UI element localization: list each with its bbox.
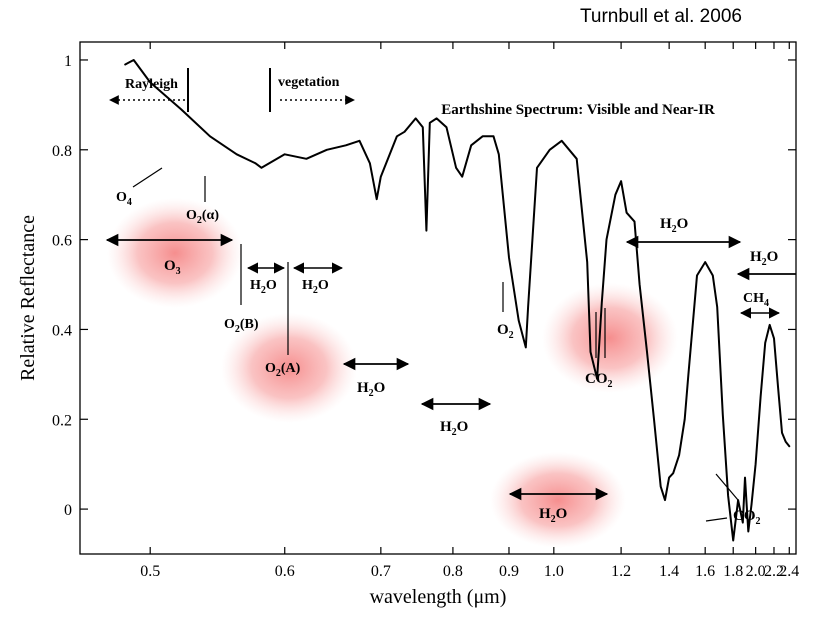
annotation-h2o-small-2: H2O xyxy=(302,278,329,296)
annotation-o2-alpha: O2(α) xyxy=(186,208,219,226)
x-tick-label: 0.6 xyxy=(275,563,295,580)
pointer-co2-20-b xyxy=(705,517,728,522)
annotation-vegetation: vegetation xyxy=(278,75,340,90)
x-tick-label: 0.7 xyxy=(371,563,391,580)
highlight-group xyxy=(107,198,678,548)
highlight-o3 xyxy=(107,198,243,308)
x-tick-label: 1.8 xyxy=(723,563,743,580)
x-tick-label: 1.0 xyxy=(544,563,564,580)
annotation-h2o-19: H2O xyxy=(660,216,688,235)
plot-frame xyxy=(79,41,797,555)
chart-title: Earthshine Spectrum: Visible and Near-IR xyxy=(441,102,715,118)
x-tick-label: 1.6 xyxy=(695,563,715,580)
annotation-h2o-113: H2O xyxy=(440,419,468,438)
x-tick-label: 0.8 xyxy=(443,563,463,580)
x-axis-title: wavelength (μm) xyxy=(370,586,507,608)
y-axis-title: Relative Reflectance xyxy=(17,215,39,381)
x-tick-label: 2.0 xyxy=(746,563,766,580)
annotation-co2-20: CO2 xyxy=(733,508,761,527)
annotation-rayleigh: Rayleigh xyxy=(125,77,178,92)
x-tick-label: 2.4 xyxy=(779,563,799,580)
x-tick-label: 1.4 xyxy=(659,563,679,580)
x-tick-label: 1.2 xyxy=(611,563,631,580)
x-axis-ticks: 0.5 0.6 0.7 0.8 0.9 1.0 1.2 1.4 1.6 1.8 2.02.22.4 xyxy=(140,42,799,580)
y-tick-label: 1 xyxy=(64,53,72,70)
y-tick-label: 0.2 xyxy=(52,412,72,429)
highlight-o2a xyxy=(221,313,357,423)
annotation-h2o-small-1: H2O xyxy=(250,278,277,296)
y-tick-label: 0 xyxy=(64,502,72,519)
annotation-h2o-094: H2O xyxy=(357,380,385,399)
annotation-o2-b: O2(B) xyxy=(224,317,259,335)
x-tick-label: 2.2 xyxy=(764,563,784,580)
pointer-o4 xyxy=(132,167,163,188)
x-tick-label: 0.9 xyxy=(499,563,519,580)
highlight-co2 xyxy=(542,283,678,393)
y-tick-label: 0.8 xyxy=(52,143,72,160)
spectrum-series-line xyxy=(124,59,791,542)
annotation-o2-a: O2(A) xyxy=(265,361,301,379)
annotation-o2-127: O2 xyxy=(497,322,514,341)
pointer-co2-20-a xyxy=(715,473,739,501)
y-tick-label: 0.6 xyxy=(52,233,72,250)
y-axis-ticks: 0 0.2 0.4 0.6 0.8 1 xyxy=(52,53,796,519)
highlight-h2o-1-4 xyxy=(490,452,626,548)
annotation-o4: O4 xyxy=(116,190,132,208)
annotation-h2o-14: H2O xyxy=(539,506,567,525)
y-tick-label: 0.4 xyxy=(52,322,72,339)
annotation-o3: O3 xyxy=(164,258,181,277)
annotation-h2o-24: H2O xyxy=(750,249,778,268)
annotation-co2-16: CO2 xyxy=(585,371,613,390)
citation-text: Turnbull et al. 2006 xyxy=(580,6,742,27)
x-tick-label: 0.5 xyxy=(140,563,160,580)
annotation-ch4: CH4 xyxy=(743,291,769,309)
